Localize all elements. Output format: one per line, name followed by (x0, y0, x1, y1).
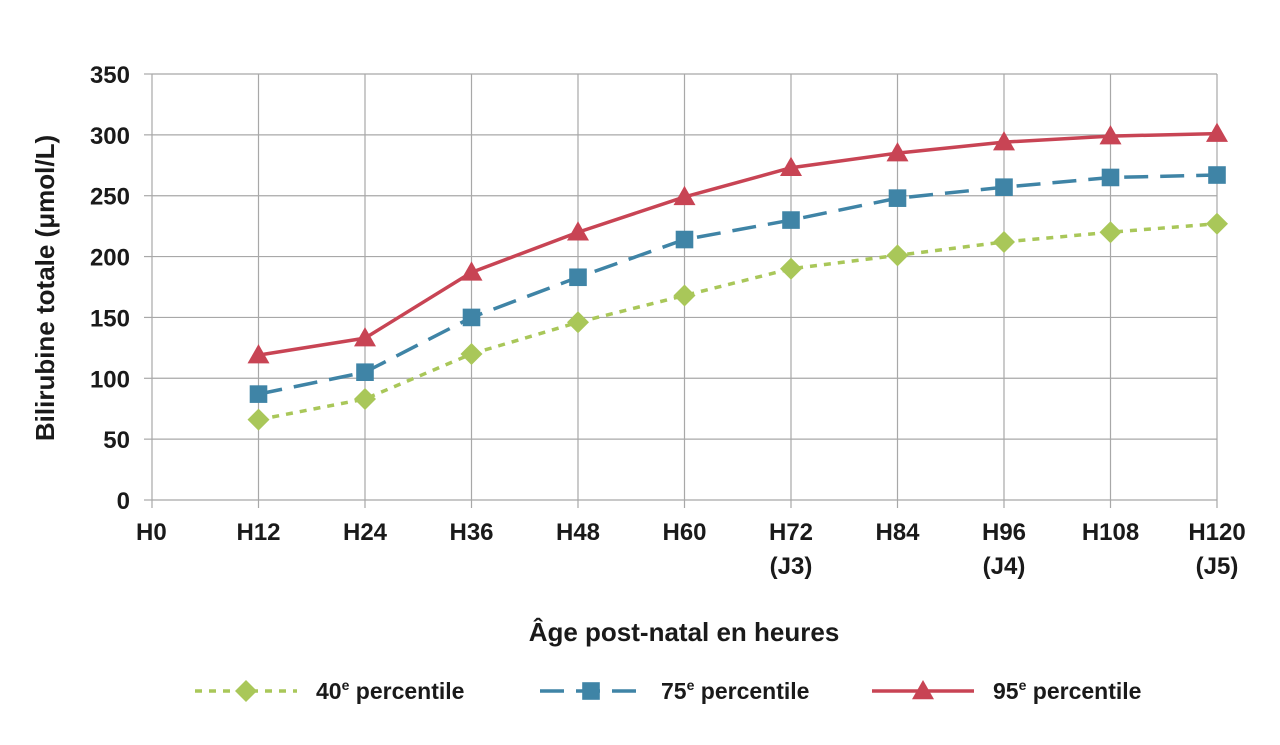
data-point-marker (995, 178, 1013, 196)
legend-item: 40e percentile (195, 677, 464, 704)
data-point-marker (888, 189, 907, 207)
x-axis-ticks: H0 H12 H24 H36 H48 H60 H72 (J3) H84 H96 (J4) H108 H1… (136, 519, 1246, 580)
data-point-marker (567, 311, 589, 334)
y-tick-label: 50 (103, 427, 130, 454)
data-point-marker (673, 284, 696, 307)
legend-label: 40e percentile (316, 677, 464, 704)
y-tick-label: 250 (90, 184, 130, 211)
data-point-marker (1206, 122, 1228, 142)
data-point-marker (247, 344, 270, 364)
x-tick-label: H120 (1188, 519, 1245, 546)
y-tick-label: 200 (90, 245, 130, 272)
series-75 (249, 166, 1226, 403)
data-point-marker (782, 211, 800, 229)
data-point-marker (1206, 212, 1228, 235)
x-tick-label: H0 (136, 519, 167, 546)
data-point-marker (1208, 166, 1226, 184)
series-line (258, 131, 1218, 357)
x-tick-label: H12 (236, 519, 280, 546)
x-tick-label: (J5) (1196, 553, 1239, 580)
y-tick-label: 300 (90, 123, 130, 150)
data-point-marker (354, 387, 376, 410)
grid (144, 73, 1218, 508)
data-point-marker (675, 230, 694, 249)
x-tick-label: H108 (1082, 519, 1139, 546)
data-point-marker (886, 244, 909, 267)
data-point-marker (567, 221, 589, 241)
y-tick-label: 350 (90, 62, 130, 89)
data-point-marker (886, 142, 909, 162)
x-tick-label: H48 (556, 519, 600, 546)
data-point-marker (460, 342, 483, 365)
data-point-marker (673, 185, 696, 206)
data-point-marker (356, 363, 374, 381)
legend-item: 75e percentile (540, 677, 809, 704)
y-tick-label: 0 (117, 488, 130, 515)
data-point-marker (780, 257, 802, 280)
x-tick-label: H84 (875, 519, 920, 546)
x-tick-label: H96 (982, 519, 1026, 546)
y-tick-label: 100 (90, 366, 130, 393)
legend: 40e percentile 75e percentile 95e percenti… (195, 677, 1141, 704)
x-tick-label: H72 (769, 519, 813, 546)
data-point-marker (462, 308, 481, 327)
legend-marker (912, 680, 934, 700)
y-axis-ticks: 0 50 100 150 200 250 300 350 (90, 62, 130, 515)
data-point-marker (1099, 125, 1122, 145)
series-line (258, 173, 1218, 396)
series-layer (247, 122, 1228, 431)
data-point-marker (993, 131, 1015, 151)
y-tick-label: 150 (90, 305, 130, 332)
series-95 (247, 122, 1228, 364)
x-tick-label: H60 (662, 519, 706, 546)
series-40 (247, 212, 1228, 431)
legend-marker (235, 680, 257, 702)
data-point-marker (249, 385, 268, 403)
series-line (258, 221, 1218, 422)
x-tick-label: H36 (449, 519, 493, 546)
x-tick-label: (J3) (770, 553, 813, 580)
data-point-marker (780, 156, 802, 176)
data-point-marker (460, 261, 483, 281)
x-tick-label: (J4) (983, 553, 1026, 580)
legend-label: 95e percentile (993, 677, 1141, 704)
legend-marker (582, 682, 600, 700)
legend-label: 75e percentile (661, 677, 809, 704)
data-point-marker (354, 327, 376, 347)
data-point-marker (993, 230, 1015, 253)
data-point-marker (1101, 168, 1120, 187)
x-tick-label: H24 (343, 519, 388, 546)
y-axis-title: Bilirubine totale (μmol/L) (30, 135, 60, 441)
x-axis-title: Âge post-natal en heures (529, 617, 840, 647)
data-point-marker (569, 268, 587, 287)
data-point-marker (1099, 221, 1122, 244)
legend-item: 95e percentile (872, 677, 1141, 704)
data-point-marker (247, 408, 270, 431)
